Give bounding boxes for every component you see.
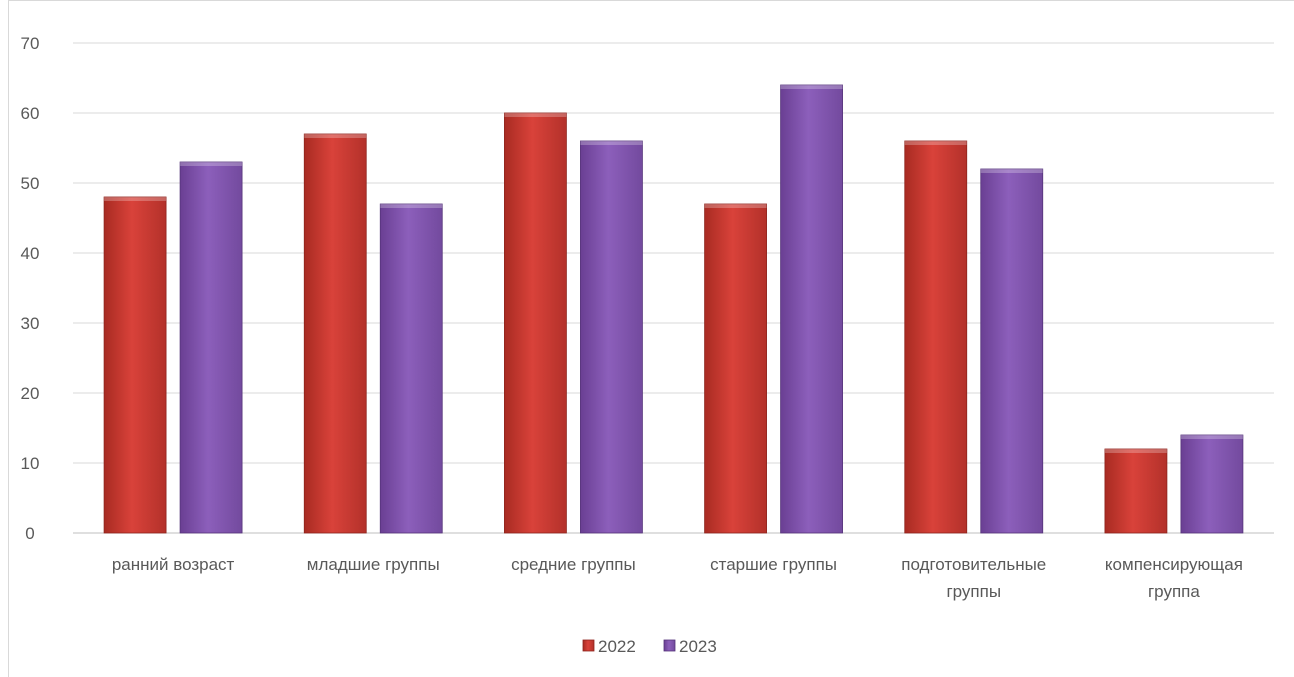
- bar-bevel: [580, 141, 643, 145]
- bar: [379, 203, 443, 534]
- bar-bevel: [904, 141, 967, 145]
- bar: [303, 133, 367, 534]
- y-tick-label: 50: [21, 174, 40, 193]
- bar-2022-1: [303, 133, 367, 534]
- bar: [1180, 434, 1244, 534]
- y-tick-label: 70: [21, 34, 40, 53]
- bar-bevel: [304, 134, 367, 138]
- bar-bevel: [780, 85, 843, 89]
- x-category-label: ранний возраст: [112, 555, 235, 574]
- bar-2022-4: [904, 140, 968, 534]
- bar-2022-0: [103, 196, 167, 534]
- bar: [504, 112, 567, 534]
- x-category-label: группа: [1148, 582, 1200, 601]
- bar-2022-2: [504, 112, 567, 534]
- bar-2022-5: [1104, 448, 1168, 534]
- bar-2023-4: [980, 168, 1044, 534]
- y-tick-label: 60: [21, 104, 40, 123]
- y-tick-label: 20: [21, 384, 40, 403]
- bar: [980, 168, 1044, 534]
- bar-2023-2: [580, 140, 643, 534]
- bar: [904, 140, 968, 534]
- bar: [780, 84, 843, 534]
- bar-bevel: [504, 113, 567, 117]
- bar: [179, 161, 243, 534]
- bar-2023-1: [379, 203, 443, 534]
- x-category-label: подготовительные: [901, 555, 1046, 574]
- bar-bevel: [704, 204, 767, 208]
- legend-swatch-2023: [663, 639, 676, 652]
- bar-bevel: [104, 197, 167, 201]
- bar-bevel: [380, 204, 443, 208]
- legend-label-2023: 2023: [679, 637, 717, 656]
- bar: [103, 196, 167, 534]
- bar: [704, 203, 767, 534]
- x-category-label: группы: [946, 582, 1001, 601]
- y-tick-label: 0: [25, 524, 34, 543]
- bar-2022-3: [704, 203, 767, 534]
- bar-bevel: [1180, 435, 1243, 439]
- x-category-label: средние группы: [511, 555, 636, 574]
- x-category-label: старшие группы: [710, 555, 837, 574]
- y-tick-label: 30: [21, 314, 40, 333]
- y-tick-label: 40: [21, 244, 40, 263]
- bar-bevel: [1104, 449, 1167, 453]
- bars: [103, 84, 1244, 534]
- legend-swatch-2022: [582, 639, 595, 652]
- y-tick-label: 10: [21, 454, 40, 473]
- bar-2023-0: [179, 161, 243, 534]
- legend: 2022 2023: [582, 637, 717, 656]
- x-axis-labels: ранний возраст младшие группы средние груп…: [112, 555, 1243, 601]
- gridlines: [73, 42, 1274, 534]
- chart-frame: [8, 0, 1294, 677]
- bar-2023-5: [1180, 434, 1244, 534]
- bar: [1104, 448, 1168, 534]
- x-category-label: младшие группы: [307, 555, 440, 574]
- bar-bevel: [180, 162, 243, 166]
- bar-2023-3: [780, 84, 843, 534]
- bar-bevel: [980, 169, 1043, 173]
- x-category-label: компенсирующая: [1105, 555, 1243, 574]
- bar: [580, 140, 643, 534]
- y-axis-ticks: 0 10 20 30 40 50 60 70: [21, 34, 40, 543]
- legend-label-2022: 2022: [598, 637, 636, 656]
